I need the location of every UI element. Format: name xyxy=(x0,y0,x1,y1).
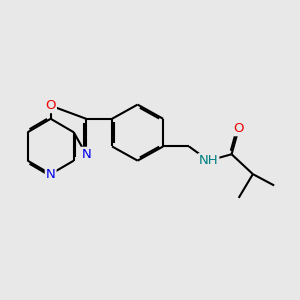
Text: O: O xyxy=(233,122,244,135)
Text: N: N xyxy=(46,168,56,181)
Text: N: N xyxy=(81,148,91,161)
Text: NH: NH xyxy=(199,154,218,167)
Text: O: O xyxy=(45,99,56,112)
